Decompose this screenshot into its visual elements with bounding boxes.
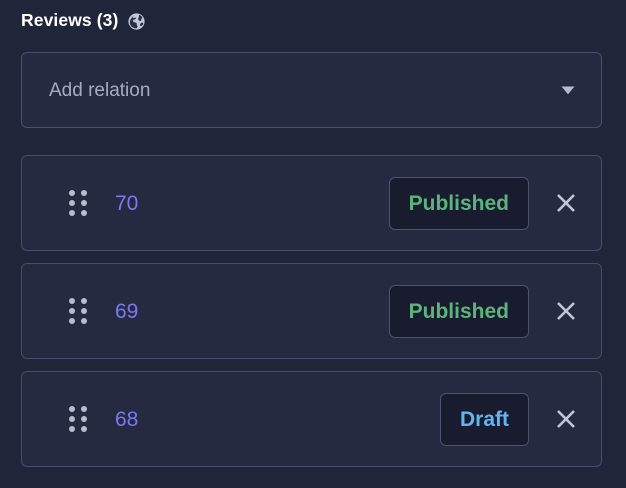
status-badge: Published — [388, 176, 529, 230]
relation-item-label[interactable]: 69 — [115, 299, 139, 323]
relation-item-label[interactable]: 70 — [115, 191, 139, 215]
close-icon[interactable] — [551, 296, 581, 326]
relation-rows-list: 70 Published 69 Published — [21, 155, 602, 479]
drag-handle-icon[interactable] — [69, 406, 87, 432]
add-relation-placeholder: Add relation — [49, 79, 151, 101]
chevron-down-icon[interactable] — [557, 79, 579, 101]
globe-icon — [127, 12, 146, 31]
close-icon[interactable] — [551, 188, 581, 218]
drag-handle-icon[interactable] — [69, 298, 87, 324]
close-icon[interactable] — [551, 404, 581, 434]
table-row[interactable]: 69 Published — [21, 263, 602, 359]
status-badge: Published — [388, 284, 529, 338]
status-badge: Draft — [439, 392, 529, 446]
drag-handle-icon[interactable] — [69, 190, 87, 216]
panel-header: Reviews (3) — [0, 0, 626, 30]
add-relation-dropdown[interactable]: Add relation — [21, 52, 602, 128]
page-title: Reviews (3) — [21, 10, 119, 31]
relation-item-label[interactable]: 68 — [115, 407, 139, 431]
table-row[interactable]: 70 Published — [21, 155, 602, 251]
table-row[interactable]: 68 Draft — [21, 371, 602, 467]
